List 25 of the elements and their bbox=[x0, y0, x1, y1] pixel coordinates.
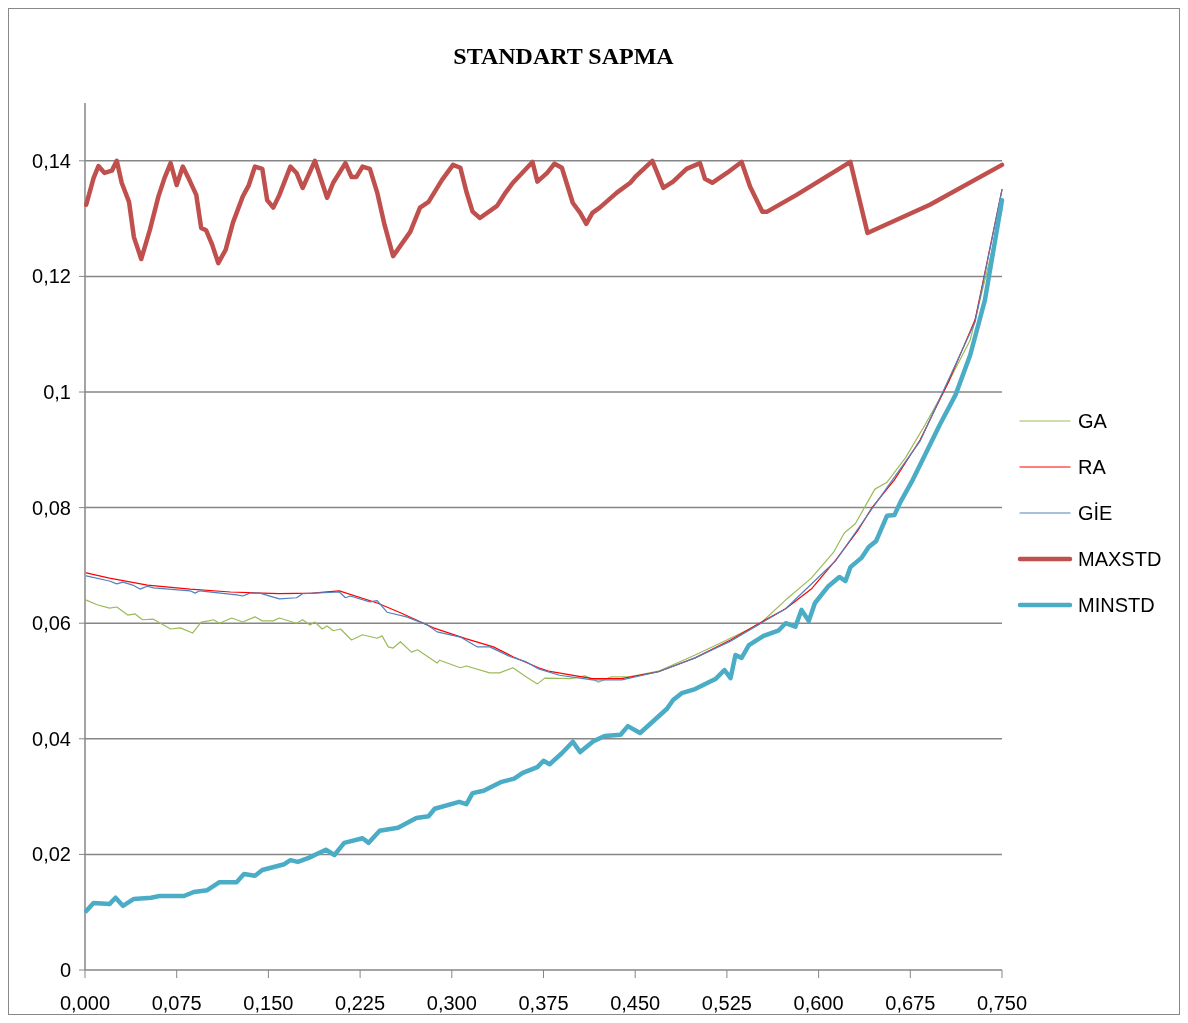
x-tick-label: 0,075 bbox=[151, 992, 202, 1014]
chart-title: STANDART SAPMA bbox=[453, 43, 675, 69]
y-tick-label: 0 bbox=[59, 959, 71, 981]
legend-label: GİE bbox=[1078, 502, 1113, 524]
x-tick-label: 0,150 bbox=[243, 992, 294, 1014]
y-tick-label: 0,06 bbox=[32, 612, 71, 635]
x-tick-label: 0,300 bbox=[426, 992, 477, 1014]
legend-label: MINSTD bbox=[1078, 594, 1155, 616]
y-tick-label: 0,08 bbox=[32, 496, 71, 519]
y-tick-label: 0,1 bbox=[43, 381, 71, 403]
x-tick-label: 0,750 bbox=[976, 992, 1028, 1014]
y-tick-label: 0,04 bbox=[32, 727, 71, 750]
legend-label: GA bbox=[1078, 410, 1108, 432]
x-tick-label: 0,450 bbox=[610, 992, 661, 1014]
y-tick-label: 0,02 bbox=[32, 843, 71, 866]
x-tick-label: 0,375 bbox=[518, 992, 569, 1014]
y-tick-label: 0,14 bbox=[32, 149, 71, 172]
x-tick-label: 0,675 bbox=[885, 992, 936, 1014]
legend-label: RA bbox=[1078, 456, 1107, 478]
x-tick-label: 0,600 bbox=[793, 992, 844, 1014]
legend-label: MAXSTD bbox=[1078, 548, 1162, 570]
y-tick-label: 0,12 bbox=[32, 265, 71, 288]
x-tick-label: 0,525 bbox=[701, 992, 752, 1014]
x-tick-label: 0,225 bbox=[335, 992, 386, 1014]
x-tick-label: 0,000 bbox=[59, 992, 111, 1014]
